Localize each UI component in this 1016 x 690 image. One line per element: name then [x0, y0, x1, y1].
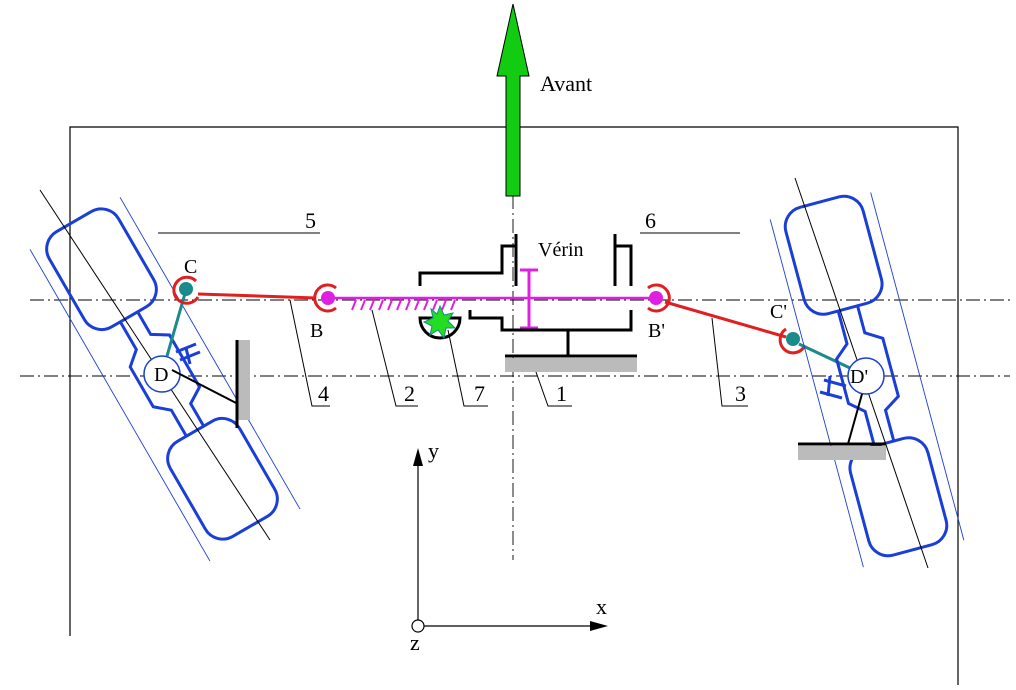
right-ground: [798, 446, 886, 460]
right-brake-symbol: [819, 375, 847, 400]
pinion-housing: [418, 316, 462, 340]
part-leaders: [158, 232, 748, 407]
pivot-d-label: D: [154, 364, 168, 386]
left-wheel-rear-tire: [166, 416, 279, 541]
leader-3: [711, 317, 748, 407]
left-wheel-hub-outline-inner: [136, 311, 205, 427]
z-axis-label: z: [410, 630, 420, 655]
joint-c-ring: [172, 275, 200, 305]
tie-rod-left: [197, 292, 317, 300]
joint-c-prime-dot: [786, 332, 800, 346]
part-label-6: 6: [645, 208, 656, 233]
joint-c-dot: [179, 282, 193, 296]
tie-rod-right: [664, 300, 787, 339]
right-wheel-hub-outline: [834, 310, 876, 447]
left-brake-symbol: [175, 342, 201, 365]
rack-teeth: [351, 299, 456, 311]
right-arm-link: [847, 393, 863, 445]
joint-b-dot: [321, 291, 335, 305]
right-wheel-front-tire: [783, 194, 884, 316]
left-wheel-assembly: [29, 197, 301, 562]
left-wheel-front-tire: [45, 207, 158, 332]
left-arm-link: [171, 369, 241, 406]
y-axis-label: y: [428, 438, 439, 463]
center-ground: [505, 358, 637, 372]
joint-c-prime-ring: [778, 327, 806, 355]
pinion-gear: [422, 304, 457, 340]
x-axis-label: x: [596, 594, 607, 619]
left-steering-arm: [165, 289, 188, 357]
part-label-4: 4: [318, 381, 329, 406]
pivot-d-prime: [847, 357, 885, 395]
right-wheel-thin-line-2: [870, 192, 965, 541]
z-axis-origin: [411, 619, 425, 633]
left-wheel-hub-outline: [119, 321, 188, 437]
chassis-frame: [69, 126, 959, 685]
leader-1: [535, 371, 572, 407]
avant-label: Avant: [540, 71, 592, 96]
right-wheel-thin-line-1: [769, 219, 864, 568]
part-label-1: 1: [556, 381, 567, 406]
x-axis-arrowhead: [590, 621, 608, 631]
leader-2: [371, 309, 418, 407]
verin-label: Vérin: [538, 239, 584, 261]
leader-4: [289, 299, 330, 407]
pivot-d-prime-label: D': [850, 366, 868, 388]
joint-c-label: C: [184, 256, 197, 278]
y-axis-arrowhead: [413, 448, 423, 466]
part-label-7: 7: [474, 381, 485, 406]
left-wheel-thin-line-2: [119, 197, 301, 510]
left-wheel-thin-line-1: [29, 249, 211, 562]
joint-b-prime-label: B': [648, 320, 665, 342]
right-steering-arm: [798, 342, 851, 370]
joint-b-prime-ring: [647, 283, 671, 313]
left-ground: [238, 340, 250, 420]
joint-b-label: B: [310, 320, 323, 342]
part-label-2: 2: [404, 381, 415, 406]
rack-housing: [418, 234, 633, 332]
avant-arrow: [496, 3, 530, 197]
joint-b-prime-dot: [649, 291, 663, 305]
part-label-3: 3: [735, 381, 746, 406]
leader-7: [447, 329, 488, 407]
right-wheel-hub-outline-inner: [856, 305, 901, 442]
joint-c-prime-label: C': [770, 301, 787, 323]
part-label-5: 5: [305, 208, 316, 233]
joint-b-ring: [313, 283, 337, 313]
